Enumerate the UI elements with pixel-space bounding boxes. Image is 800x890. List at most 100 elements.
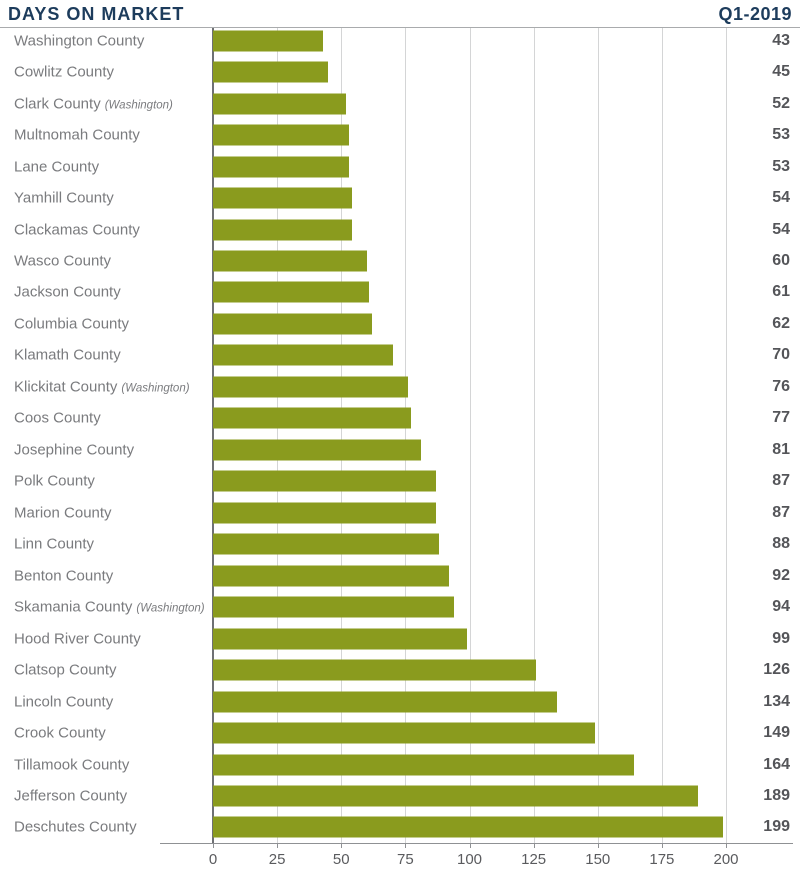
x-axis-tick-label-100: 100 — [456, 851, 483, 868]
x-axis-tick-label-75: 75 — [397, 851, 414, 868]
row-label: Crook County — [14, 724, 106, 742]
bar — [213, 407, 411, 429]
chart-row: Cowlitz County 45 — [0, 56, 800, 87]
row-value: 87 — [772, 503, 790, 521]
row-value: 52 — [772, 94, 790, 112]
chart-row: Crook County 149 — [0, 717, 800, 748]
gridline-50 — [341, 28, 343, 843]
row-value: 189 — [763, 786, 790, 804]
chart-row: Columbia County 62 — [0, 308, 800, 339]
bar — [213, 313, 373, 335]
row-value: 94 — [772, 598, 790, 616]
bar — [213, 502, 437, 524]
chart-row: Linn County 88 — [0, 529, 800, 560]
bar — [213, 93, 347, 115]
row-value: 70 — [772, 346, 790, 364]
x-axis-tick-150 — [597, 843, 599, 848]
chart-row: Hood River County 99 — [0, 623, 800, 654]
row-value: 92 — [772, 566, 790, 584]
gridline-25 — [277, 28, 279, 843]
bar — [213, 439, 421, 461]
x-axis-tick-label-0: 0 — [208, 851, 218, 868]
chart-row: Lane County 53 — [0, 151, 800, 182]
chart-row: Jefferson County 189 — [0, 780, 800, 811]
bar — [213, 816, 724, 838]
x-axis-tick-label-175: 175 — [649, 851, 675, 868]
bar — [213, 659, 537, 681]
chart-row: Lincoln County 134 — [0, 686, 800, 717]
x-axis-tick-0 — [213, 843, 214, 848]
row-value: 76 — [772, 377, 790, 395]
x-axis-tick-200 — [726, 843, 727, 848]
x-axis-tick-label-50: 50 — [332, 851, 350, 868]
row-label: Clark County (Washington) — [14, 95, 173, 113]
chart-header: DAYS ON MARKET Q1-2019 — [0, 0, 800, 28]
chart-row: Clackamas County 54 — [0, 214, 800, 245]
row-label-state-note: (Washington) — [136, 602, 205, 615]
chart-row: Josephine County 81 — [0, 434, 800, 465]
row-value: 43 — [772, 31, 790, 49]
x-axis-tick-50 — [341, 843, 343, 848]
row-value: 45 — [772, 63, 790, 81]
row-label: Deschutes County — [14, 818, 137, 836]
bar — [213, 722, 596, 744]
row-label: Lane County — [14, 158, 100, 176]
x-axis-tick-label-200: 200 — [713, 851, 739, 868]
row-value: 62 — [772, 314, 790, 332]
bar — [213, 565, 449, 587]
bar — [213, 596, 455, 618]
row-label: Cowlitz County — [14, 63, 115, 81]
chart-row: Clark County (Washington) 52 — [0, 88, 800, 119]
row-value: 126 — [763, 661, 790, 679]
chart-row: Klickitat County (Washington) 76 — [0, 371, 800, 402]
row-label: Columbia County — [14, 315, 130, 333]
gridline-125 — [533, 28, 535, 843]
row-label: Marion County — [14, 504, 112, 522]
row-label: Coos County — [14, 409, 101, 427]
bar — [213, 344, 393, 366]
row-value: 149 — [763, 724, 790, 742]
row-label: Hood River County — [14, 630, 141, 648]
row-label: Benton County — [14, 567, 114, 585]
row-label: Lincoln County — [14, 693, 114, 711]
bar — [213, 533, 439, 555]
y-axis-line — [212, 28, 214, 843]
chart-row: Tillamook County 164 — [0, 749, 800, 780]
gridline-100 — [469, 28, 471, 843]
bar — [213, 30, 324, 52]
x-axis-tick-175 — [661, 843, 663, 848]
row-value: 54 — [772, 220, 790, 238]
bar — [213, 470, 437, 492]
row-value: 134 — [763, 692, 790, 710]
chart-row: Coos County 77 — [0, 403, 800, 434]
row-label: Yamhill County — [14, 189, 114, 207]
chart-period-badge: Q1-2019 — [718, 4, 792, 24]
bar — [213, 628, 467, 650]
row-value: 60 — [772, 252, 790, 270]
row-value: 53 — [772, 126, 790, 144]
row-value: 61 — [772, 283, 790, 301]
row-label: Washington County — [14, 32, 145, 50]
bar — [213, 376, 408, 398]
chart-row: Marion County 87 — [0, 497, 800, 528]
x-axis-tick-100 — [469, 843, 471, 848]
x-axis-line — [160, 843, 793, 844]
row-value: 199 — [763, 818, 790, 836]
chart-row: Yamhill County 54 — [0, 182, 800, 213]
row-label: Klamath County — [14, 346, 121, 364]
row-value: 53 — [772, 157, 790, 175]
row-value: 164 — [763, 755, 790, 773]
chart-row: Polk County 87 — [0, 466, 800, 497]
row-value: 87 — [772, 472, 790, 490]
bar — [213, 250, 367, 272]
chart-row: Wasco County 60 — [0, 245, 800, 276]
chart-row: Clatsop County 126 — [0, 654, 800, 685]
gridline-175 — [661, 28, 663, 843]
row-label: Jackson County — [14, 283, 121, 301]
x-axis-tick-label-150: 150 — [585, 851, 611, 868]
chart-title: DAYS ON MARKET — [8, 4, 185, 24]
bar — [213, 61, 329, 83]
row-label-state-note: (Washington) — [121, 382, 190, 395]
chart-row: Multnomah County 53 — [0, 119, 800, 150]
